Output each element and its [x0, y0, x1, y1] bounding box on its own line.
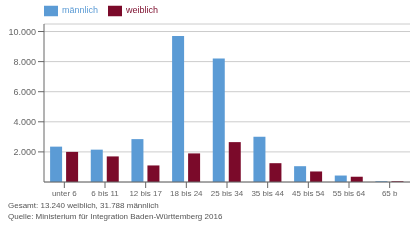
html-text:Quelle: Ministerium für Integr: Quelle: Ministerium für Integration Bade…: [8, 212, 223, 221]
svg-text:12 bis 17: 12 bis 17: [129, 189, 162, 198]
svg-text:55 bis 64: 55 bis 64: [333, 189, 366, 198]
svg-text:6 bis 11: 6 bis 11: [91, 189, 119, 198]
svg-text:4.000: 4.000: [13, 117, 36, 127]
html-text:Gesamt: 13.240 weiblich, 31.78: Gesamt: 13.240 weiblich, 31.788 männlich: [8, 201, 159, 210]
svg-text:unter 6: unter 6: [52, 189, 77, 198]
html-text:männlich: männlich: [62, 5, 98, 16]
svg-text:8.000: 8.000: [13, 57, 36, 67]
svg-text:10.000: 10.000: [8, 27, 36, 37]
svg-text:18 bis 24: 18 bis 24: [170, 189, 203, 198]
svg-text:25 bis 34: 25 bis 34: [211, 189, 244, 198]
svg-text:45 bis 54: 45 bis 54: [292, 189, 325, 198]
svg-text:65 b: 65 b: [382, 189, 398, 198]
svg-text:35 bis 44: 35 bis 44: [251, 189, 284, 198]
svg-text:6.000: 6.000: [13, 87, 36, 97]
html-text:weiblich: weiblich: [126, 5, 158, 16]
svg-text:2.000: 2.000: [13, 147, 36, 157]
